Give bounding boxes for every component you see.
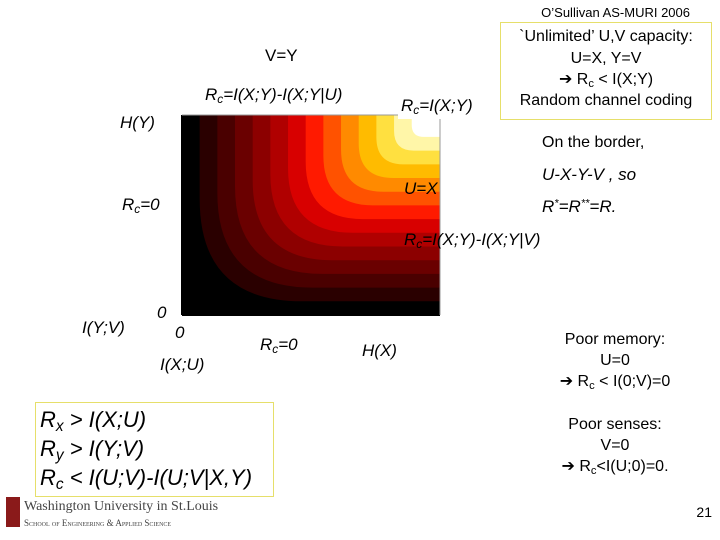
label: I(X;U) — [160, 355, 205, 374]
constraints-box: Rx > I(X;U) Ry > I(Y;V) Rc < I(U;V)-I(U;… — [35, 402, 274, 497]
box-line: `Unlimited’ U,V capacity: — [519, 28, 693, 45]
contour-band — [411, 115, 440, 137]
border-note: On the border, — [542, 134, 645, 151]
note-line: U=0 — [600, 351, 630, 369]
label: Rc=0 — [122, 195, 160, 216]
label: Rc=I(X;Y)-I(X;Y|U) — [205, 85, 343, 106]
box-line: ➔ Rc < I(X;Y) — [558, 71, 654, 90]
constraint: Ry > I(Y;V) — [40, 436, 145, 464]
label: H(Y) — [120, 113, 155, 132]
note-line: Poor senses: — [568, 416, 662, 433]
label: H(X) — [362, 341, 397, 360]
label: 0 — [157, 303, 167, 322]
credit: O’Sullivan AS-MURI 2006 — [541, 5, 690, 20]
label: I(Y;V) — [82, 318, 125, 337]
label: Rc=I(X;Y) — [398, 95, 476, 119]
note-line: V=0 — [600, 436, 630, 454]
label: Rc=0 — [260, 335, 298, 356]
note-line: ➔ Rc < I(0;V)=0 — [559, 372, 671, 392]
box-line: Random channel coding — [519, 92, 693, 109]
note-line: Poor memory: — [564, 331, 666, 348]
constraint: Rc < I(U;V)-I(U;V|X,Y) — [40, 465, 253, 493]
label: Rc=I(X;Y)-I(X;Y|V) — [404, 230, 541, 251]
label: 0 — [175, 323, 185, 342]
unlimited-box: `Unlimited’ U,V capacity: U=X, Y=V ➔ Rc … — [500, 22, 712, 120]
logo-shield — [6, 497, 20, 527]
poor-memory: Poor memory: U=0 ➔ Rc < I(0;V)=0 — [520, 330, 710, 393]
poor-senses: Poor senses: V=0 ➔ Rc<I(U;0)=0. — [520, 415, 710, 478]
box-line: U=X, Y=V — [570, 50, 642, 67]
label: U=X — [404, 179, 438, 198]
border-note: U-X-Y-V , so — [542, 165, 637, 184]
label: V=Y — [265, 46, 298, 65]
border-note: R*=R**=R. — [542, 197, 617, 216]
constraint: Rx > I(X;U) — [40, 407, 147, 435]
contour-layers — [182, 115, 440, 315]
page-number: 21 — [696, 504, 712, 520]
school: School of Engineering & Applied Science — [24, 518, 172, 528]
note-line: ➔ Rc<I(U;0)=0. — [561, 457, 669, 477]
university: Washington University in St.Louis — [24, 499, 219, 514]
